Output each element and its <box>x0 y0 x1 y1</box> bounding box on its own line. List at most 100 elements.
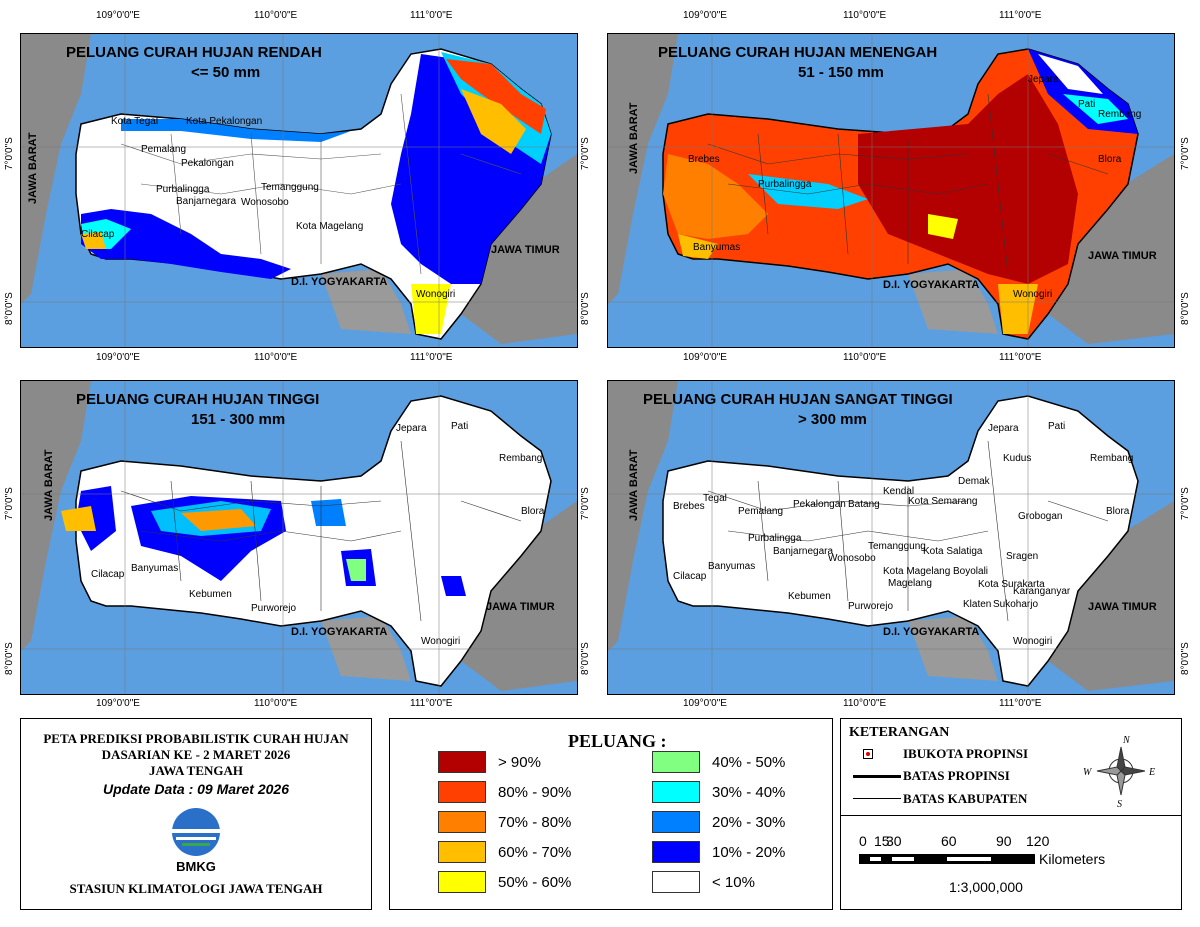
district-label: Banyumas <box>131 563 179 574</box>
legend-item: 30% - 40% <box>652 781 785 803</box>
district-label: Kota Magelang <box>883 566 951 577</box>
region-label-jawa-barat: JAWA BARAT <box>43 449 55 522</box>
district-label: Pekalongan <box>181 158 234 169</box>
district-label: Wonogiri <box>1013 289 1053 300</box>
district-label: Kota Magelang <box>296 221 364 232</box>
lon-label: 110°0'0"E <box>254 698 298 709</box>
district-label: Batang <box>848 499 880 510</box>
lon-label: 109°0'0"E <box>683 10 727 21</box>
district-label: Rembang <box>1090 453 1134 464</box>
lon-label: 109°0'0"E <box>683 352 727 363</box>
legend-label: > 90% <box>498 753 541 771</box>
district-label: Blora <box>1098 154 1122 165</box>
panel-title: PELUANG CURAH HUJAN MENENGAH <box>658 44 938 61</box>
lon-label: 111°0'0"E <box>999 352 1042 363</box>
lon-label: 111°0'0"E <box>410 698 453 709</box>
map-panel-sangat-tinggi: PELUANG CURAH HUJAN SANGAT TINGGI > 300 … <box>607 380 1175 695</box>
compass-rose-icon: N E W S <box>1083 735 1155 809</box>
map-canvas-menengah <box>608 34 1174 347</box>
map-panel-menengah: PELUANG CURAH HUJAN MENENGAH 51 - 150 mm… <box>607 33 1175 348</box>
batas-kabupaten-line <box>853 798 901 799</box>
district-label: Karanganyar <box>1013 586 1071 597</box>
district-label: Kendal <box>883 486 915 497</box>
region-label-jawa-barat: JAWA BARAT <box>27 132 39 205</box>
scale-bar-divider <box>841 815 1181 816</box>
legend-item: < 10% <box>652 871 755 893</box>
region-label-diy: D.I. YOGYAKARTA <box>883 626 980 638</box>
region-label-jawa-timur: JAWA TIMUR <box>491 244 560 256</box>
district-label: Banjarnegara <box>773 546 834 557</box>
legend-item: > 90% <box>438 751 541 773</box>
lon-label: 110°0'0"E <box>254 352 298 363</box>
legend-title: PELUANG : <box>568 731 667 751</box>
district-label: Pemalang <box>738 506 784 517</box>
legend-swatch <box>438 751 486 773</box>
district-label: Banyumas <box>708 561 756 572</box>
ibukota-symbol <box>863 749 873 759</box>
lon-label: 110°0'0"E <box>254 10 298 21</box>
legend-swatch <box>652 781 700 803</box>
scale-unit: Kilometers <box>1039 851 1106 867</box>
info-line-3: JAWA TENGAH <box>148 763 244 778</box>
region-label-diy: D.I. YOGYAKARTA <box>291 626 388 638</box>
station-name: STASIUN KLIMATOLOGI JAWA TENGAH <box>69 881 323 896</box>
district-label: Brebes <box>688 154 720 165</box>
region-label-jawa-timur: JAWA TIMUR <box>486 601 555 613</box>
info-box: PETA PREDIKSI PROBABILISTIK CURAH HUJAN … <box>20 718 372 910</box>
district-label: Blora <box>521 506 545 517</box>
region-label-jawa-timur: JAWA TIMUR <box>1088 250 1157 262</box>
lon-label: 109°0'0"E <box>683 698 727 709</box>
district-label: Pati <box>451 421 469 432</box>
lat-label: 8°0'0"S <box>1180 292 1191 325</box>
district-label: Kota Surakarta <box>978 579 1045 590</box>
district-label: Kota Semarang <box>908 496 978 507</box>
lat-label: 8°0'0"S <box>4 642 15 675</box>
map-panel-rendah: PELUANG CURAH HUJAN RENDAH <= 50 mm JAWA… <box>20 33 578 348</box>
lat-label: 7°0'0"S <box>4 137 15 170</box>
district-label: Pati <box>1078 99 1096 110</box>
district-label: Rembang <box>499 453 543 464</box>
district-label: Kebumen <box>788 591 831 602</box>
district-label: Sragen <box>1006 551 1039 562</box>
district-label: Purbalingga <box>156 184 210 195</box>
legend-swatch <box>438 871 486 893</box>
info-line-1: PETA PREDIKSI PROBABILISTIK CURAH HUJAN <box>43 731 349 746</box>
keterangan-box: KETERANGAN IBUKOTA PROPINSI BATAS PROPIN… <box>840 718 1182 910</box>
scale-ratio: 1:3,000,000 <box>949 879 1023 895</box>
legend-item: 20% - 30% <box>652 811 785 833</box>
scale-tick-label: 15 <box>874 833 890 849</box>
lon-label: 109°0'0"E <box>96 698 140 709</box>
district-label: Sukoharjo <box>993 599 1039 610</box>
district-label: Pekalongan <box>793 499 846 510</box>
compass-s: S <box>1117 799 1122 809</box>
scale-tick-label: 0 <box>859 833 867 849</box>
lon-label: 109°0'0"E <box>96 10 140 21</box>
legend-item: 50% - 60% <box>438 871 571 893</box>
map-canvas-sangat-tinggi <box>608 381 1174 694</box>
district-label: Kudus <box>1003 453 1032 464</box>
panel-title: PELUANG CURAH HUJAN TINGGI <box>76 391 320 408</box>
lat-label: 7°0'0"S <box>4 487 15 520</box>
district-label: Cilacap <box>673 571 707 582</box>
region-label-diy: D.I. YOGYAKARTA <box>883 279 980 291</box>
district-label: Pemalang <box>141 144 187 155</box>
legend-label: 50% - 60% <box>498 873 572 891</box>
district-label: Tegal <box>703 493 727 504</box>
bmkg-logo <box>172 808 220 856</box>
district-label: Demak <box>958 476 990 487</box>
legend-item: 40% - 50% <box>652 751 785 773</box>
lon-label: 110°0'0"E <box>843 10 887 21</box>
district-label: Rembang <box>1098 109 1142 120</box>
legend-label: 10% - 20% <box>712 843 786 861</box>
lat-label: 8°0'0"S <box>580 292 591 325</box>
district-label: Temanggung <box>261 182 319 193</box>
compass-e: E <box>1148 767 1155 778</box>
legend-box: PELUANG : > 90% 80% - 90% 70% - 80% 60% - 7… <box>389 718 833 910</box>
district-label: Wonogiri <box>1013 636 1053 647</box>
region-label-jawa-barat: JAWA BARAT <box>628 449 640 522</box>
legend-label: 80% - 90% <box>498 783 572 801</box>
district-label: Pati <box>1048 421 1066 432</box>
region-label-jawa-timur: JAWA TIMUR <box>1088 601 1157 613</box>
scale-tick-label: 90 <box>996 833 1012 849</box>
legend-label: 20% - 30% <box>712 813 786 831</box>
